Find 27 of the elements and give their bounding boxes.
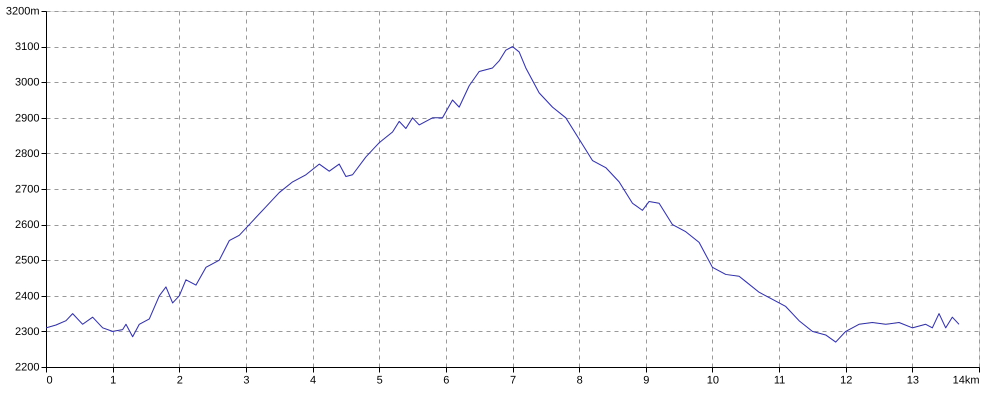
x-tick-label: 11 — [774, 374, 786, 386]
y-tick-label: 2400 — [15, 290, 40, 302]
x-tick-label: 6 — [443, 374, 450, 386]
line-series — [46, 46, 960, 343]
x-tick-label: 1 — [110, 374, 116, 386]
x-tick-label: 0 — [46, 374, 53, 386]
y-tick-label: 2200 — [15, 362, 40, 374]
x-tick-label: 5 — [376, 374, 383, 386]
x-tick-label: 4 — [310, 374, 316, 386]
y-tick-label: 2700 — [15, 184, 40, 196]
y-tick-label: 2900 — [15, 112, 40, 124]
x-tick-label: 3 — [243, 374, 250, 386]
x-tick-label: 10 — [706, 374, 720, 386]
y-tick-label: 2300 — [15, 326, 40, 338]
x-tick-label: 7 — [510, 374, 516, 386]
y-tick-label: 3100 — [15, 41, 40, 54]
y-tick-label: 2800 — [15, 148, 40, 160]
x-tick-label: 12 — [840, 374, 852, 386]
x-tick-label: 14km — [952, 374, 980, 386]
x-tick-label: 8 — [576, 374, 583, 386]
y-tick-label: 2500 — [15, 254, 40, 267]
x-tick-label: 13 — [906, 374, 919, 386]
y-tick-label: 3200m — [6, 6, 40, 18]
y-tick-label: 2600 — [15, 219, 40, 232]
x-tick-label: 2 — [176, 374, 183, 386]
y-tick-label: 3000 — [15, 76, 40, 89]
x-tick-label: 9 — [643, 374, 650, 386]
